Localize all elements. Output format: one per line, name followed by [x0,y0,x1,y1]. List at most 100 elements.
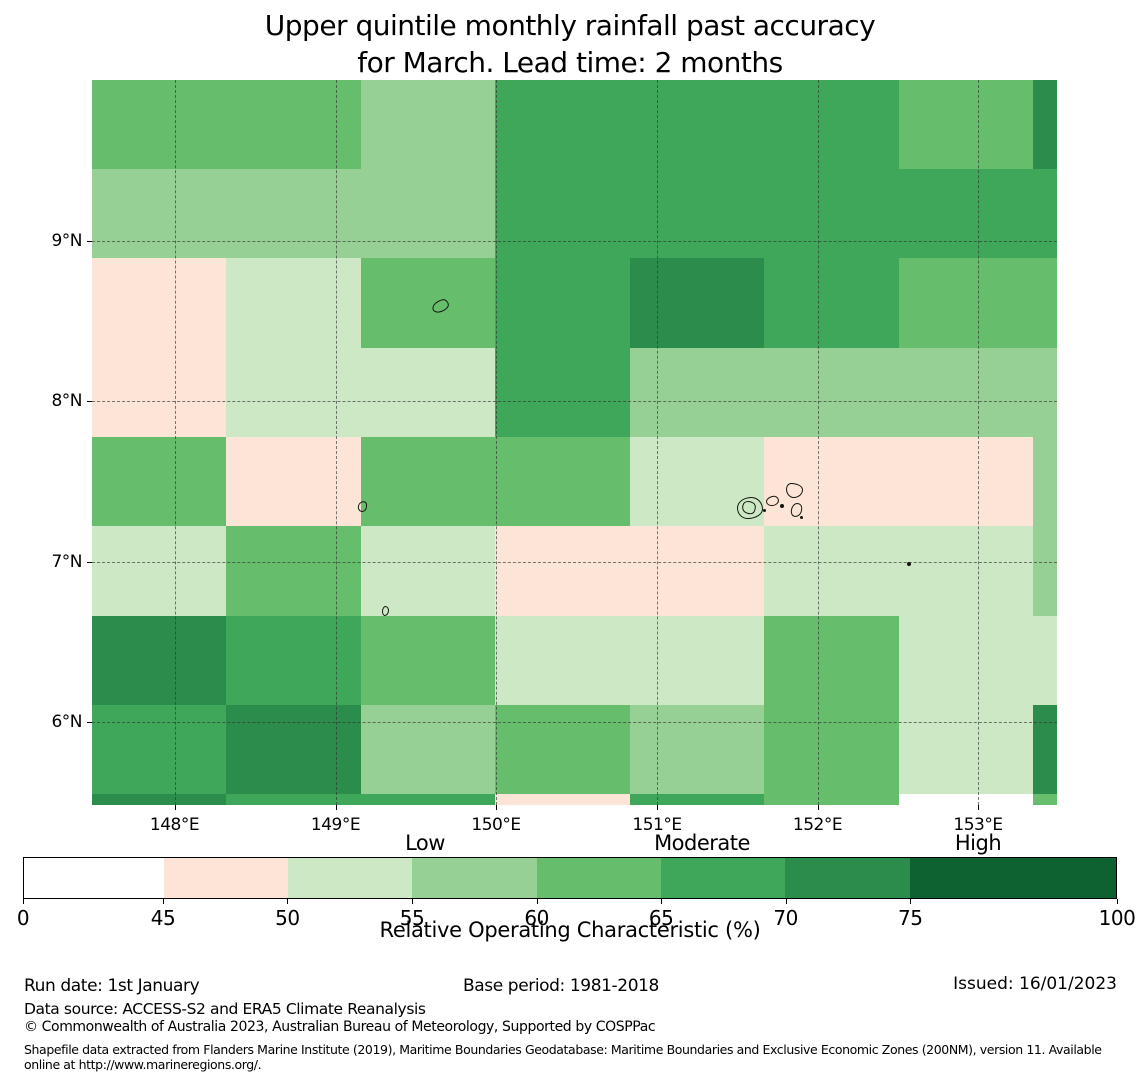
issued-date-text: Issued: 16/01/2023 [953,974,1117,994]
graticule-longitude-line [496,80,497,805]
colorbar-segment [909,858,1116,898]
map-cell [630,616,764,705]
map-cell [764,794,899,805]
map-cell [361,794,495,805]
graticule-longitude-line [978,80,979,805]
y-axis-tick-label: 7°N [51,551,82,572]
colorbar-tick-mark [23,899,24,904]
colorbar-range-label: Low [405,831,445,855]
map-cell [495,437,630,526]
x-axis-tick-label: 148°E [149,815,200,835]
map-cell [226,80,361,169]
map-cell [495,526,630,616]
x-axis-tick-label: 152°E [792,815,843,835]
map-cell [92,437,226,526]
map-cell [630,526,764,616]
colorbar [23,857,1117,899]
colorbar-tick-label: 55 [399,906,425,930]
map-cell [1033,169,1057,258]
map-cell [361,616,495,705]
x-axis-tick-mark [657,805,658,810]
map-cell [1033,80,1057,169]
map-cell [899,616,1033,705]
map-cell [1033,705,1057,794]
map-cell [495,705,630,794]
map-cell [764,437,899,526]
colorbar-tick-mark [661,899,663,904]
colorbar-range-label: High [954,831,1002,855]
map-cell [764,80,899,169]
map-cell [1033,794,1057,805]
map-cell [899,526,1033,616]
map-cell [361,705,495,794]
map-cell [899,258,1033,348]
map-cell [226,169,361,258]
colorbar-tick-label: 50 [275,906,300,930]
map-cell [630,348,764,437]
colorbar-range-label: Moderate [654,831,750,855]
colorbar-segment [412,858,537,898]
map-cell [92,169,226,258]
colorbar-segment [536,858,661,898]
map-cell [899,794,1033,805]
copyright-text: © Commonwealth of Australia 2023, Austra… [24,1019,656,1035]
y-axis-tick-mark [87,722,92,723]
colorbar-tick-mark [287,899,289,904]
x-axis-tick-label: 150°E [471,815,521,835]
colorbar-tick-mark [910,899,912,904]
graticule-longitude-line [335,80,337,805]
map-cell [92,794,226,805]
map-cell [361,348,495,437]
x-axis-tick-mark [978,805,979,810]
map-cell [495,794,630,805]
colorbar-tick-mark [412,899,414,904]
map-cell [1033,258,1057,348]
colorbar-tick-label: 65 [648,906,674,930]
island-outline [786,483,803,498]
graticule-latitude-line [92,240,1057,242]
map-cell [764,705,899,794]
island-dot [780,504,784,508]
map-cell [630,705,764,794]
map-cell [226,437,361,526]
map-cell [764,169,899,258]
x-axis-tick-mark [817,805,819,810]
map-cell [899,80,1033,169]
map-cell [764,348,899,437]
map-cell [764,526,899,616]
colorbar-tick-label: 60 [524,906,549,930]
island-dot [763,509,766,512]
map-cell [495,616,630,705]
map-cell [226,526,361,616]
y-axis-tick-label: 8°N [51,391,82,411]
map-cell [92,526,226,616]
island-outline [382,606,389,616]
map-cell [92,80,226,169]
x-axis-tick-label: 149°E [310,815,361,835]
map-cell [1033,348,1057,437]
map-cell [630,794,764,805]
colorbar-segment [785,858,910,898]
colorbar-segment [287,858,413,898]
island-dot [907,562,911,566]
map-cell [226,705,361,794]
map-cell [92,705,226,794]
map-cell [361,169,495,258]
y-axis-tick-label: 9°N [51,230,82,251]
shapefile-note-text: Shapefile data extracted from Flanders M… [24,1042,1102,1073]
x-axis-tick-label: 153°E [953,815,1003,835]
colorbar-segment [24,858,164,898]
graticule-longitude-line [657,80,658,805]
map-cell [1033,526,1057,616]
map-cell [899,169,1033,258]
colorbar-tick-mark [1117,899,1118,904]
y-axis-tick-label: 6°N [51,712,82,732]
island-dot [800,516,803,519]
map-cell [361,80,495,169]
map-cell [764,616,899,705]
map-cell [899,705,1033,794]
graticule-latitude-line [92,401,1057,402]
map-cell [92,616,226,705]
colorbar-tick-label: 100 [1098,906,1136,930]
